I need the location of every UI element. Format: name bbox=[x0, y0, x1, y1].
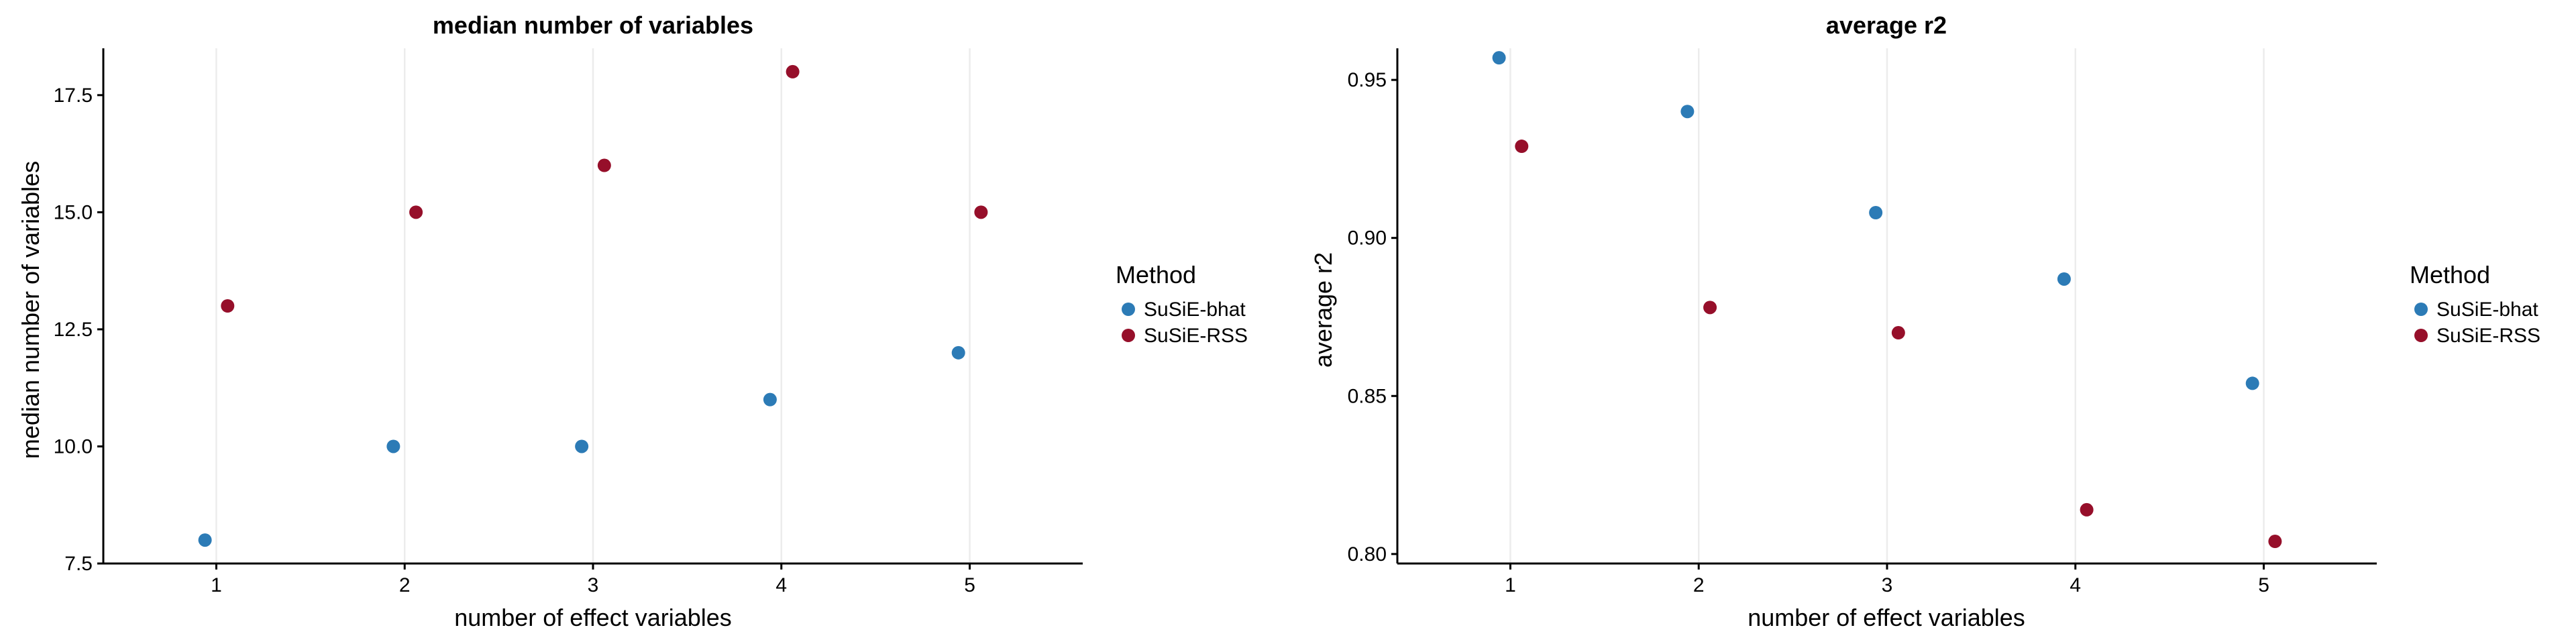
chart-panel-median-variables: median number of variables median number… bbox=[17, 11, 1248, 631]
point-susie-rss-4 bbox=[786, 64, 800, 78]
legend-label-susie-bhat: SuSiE-bhat bbox=[1144, 299, 1246, 321]
point-susie-bhat-4 bbox=[763, 392, 777, 407]
point-susie-rss-5 bbox=[974, 205, 988, 219]
point-susie-bhat-2 bbox=[386, 439, 400, 453]
x-tick-label: 2 bbox=[1693, 574, 1705, 596]
x-axis-title: number of effect variables bbox=[454, 604, 732, 631]
x-tick-label: 3 bbox=[1882, 574, 1893, 596]
point-susie-bhat-3 bbox=[575, 439, 589, 453]
legend: Method SuSiE-bhat SuSiE-RSS bbox=[1116, 261, 1248, 347]
y-tick-label: 15.0 bbox=[54, 201, 93, 223]
y-tick-label: 7.5 bbox=[64, 553, 93, 575]
legend-title: Method bbox=[2410, 261, 2490, 288]
legend-key-susie-rss bbox=[1122, 329, 1135, 342]
point-susie-bhat-3 bbox=[1869, 206, 1883, 220]
legend-key-susie-bhat bbox=[1122, 303, 1135, 316]
y-tick-label: 10.0 bbox=[54, 435, 93, 458]
y-axis-title: median number of variables bbox=[17, 161, 44, 459]
legend-label-susie-rss: SuSiE-RSS bbox=[2436, 325, 2540, 347]
y-tick-label: 0.90 bbox=[1348, 227, 1387, 250]
y-axis-title: average r2 bbox=[1309, 252, 1337, 368]
x-tick-label: 2 bbox=[399, 574, 411, 596]
chart-title: median number of variables bbox=[433, 11, 753, 39]
x-axis-title: number of effect variables bbox=[1748, 604, 2025, 631]
y-tick-label: 0.85 bbox=[1348, 385, 1387, 407]
point-susie-rss-2 bbox=[409, 205, 423, 219]
point-susie-bhat-1 bbox=[1492, 51, 1506, 65]
point-susie-rss-1 bbox=[1515, 140, 1529, 154]
point-susie-rss-1 bbox=[221, 299, 235, 313]
y-tick-label: 12.5 bbox=[54, 319, 93, 341]
chart-title: average r2 bbox=[1826, 11, 1947, 39]
point-susie-bhat-5 bbox=[951, 345, 965, 360]
x-tick-label: 5 bbox=[2258, 574, 2269, 596]
legend: Method SuSiE-bhat SuSiE-RSS bbox=[2410, 261, 2540, 347]
point-susie-rss-3 bbox=[597, 158, 611, 172]
point-susie-rss-4 bbox=[2080, 502, 2094, 517]
legend-title: Method bbox=[1116, 261, 1196, 288]
legend-key-susie-rss bbox=[2414, 329, 2428, 342]
x-tick-label: 1 bbox=[1505, 574, 1516, 596]
point-susie-bhat-4 bbox=[2057, 272, 2071, 286]
legend-label-susie-rss: SuSiE-RSS bbox=[1144, 325, 1248, 347]
point-susie-rss-3 bbox=[1891, 326, 1905, 340]
x-tick-label: 1 bbox=[211, 574, 222, 596]
x-tick-label: 4 bbox=[2070, 574, 2081, 596]
legend-key-susie-bhat bbox=[2414, 303, 2428, 316]
y-tick-label: 17.5 bbox=[54, 85, 93, 107]
point-susie-bhat-2 bbox=[1680, 105, 1695, 119]
point-susie-bhat-1 bbox=[198, 533, 212, 547]
y-tick-label: 0.95 bbox=[1348, 69, 1387, 91]
point-susie-bhat-5 bbox=[2245, 376, 2259, 390]
x-tick-label: 3 bbox=[588, 574, 599, 596]
x-tick-label: 5 bbox=[964, 574, 975, 596]
x-tick-label: 4 bbox=[775, 574, 787, 596]
y-tick-label: 0.80 bbox=[1348, 543, 1387, 566]
legend-label-susie-bhat: SuSiE-bhat bbox=[2436, 299, 2538, 321]
chart-panel-average-r2: average r2 average r2 number of effect v… bbox=[1309, 11, 2540, 631]
point-susie-rss-2 bbox=[1703, 301, 1717, 315]
point-susie-rss-5 bbox=[2268, 535, 2282, 549]
